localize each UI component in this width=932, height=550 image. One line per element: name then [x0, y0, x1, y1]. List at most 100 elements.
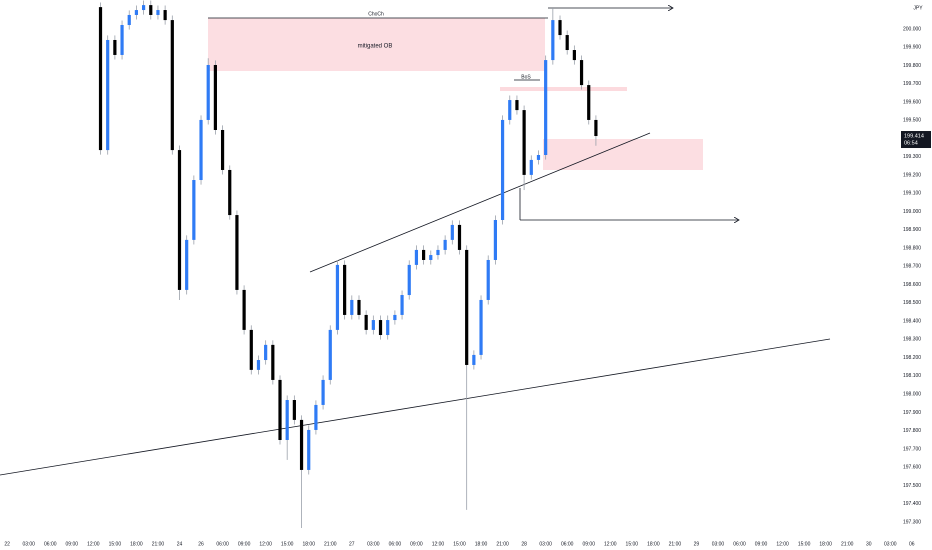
candle-body — [156, 10, 160, 15]
x-tick-label: 12:00 — [87, 541, 100, 547]
x-tick-label: 03:00 — [539, 541, 552, 547]
y-tick-label: 198.800 — [903, 245, 921, 251]
x-tick-label: 03:00 — [884, 541, 897, 547]
last-price-label: 199.414 — [904, 133, 924, 139]
y-tick-label: 199.700 — [903, 81, 921, 87]
candle-body — [192, 180, 196, 240]
candle-body — [371, 320, 375, 330]
last-price-box — [901, 131, 931, 149]
candle-body — [407, 264, 411, 296]
candle-body — [177, 150, 182, 290]
x-tick-label: 09:00 — [582, 541, 595, 547]
annotation: mitigated OB — [358, 44, 393, 50]
candle-body — [594, 119, 598, 137]
y-tick-label: 199.900 — [903, 45, 921, 51]
candle-body — [113, 39, 117, 55]
candle-body — [170, 20, 174, 151]
x-tick-label: 06 — [909, 541, 915, 547]
candle-body — [163, 10, 167, 21]
x-tick-label: 18:00 — [475, 541, 488, 547]
candle-body — [220, 129, 225, 170]
x-tick-label: 24 — [177, 541, 183, 547]
y-tick-label: 198.900 — [903, 227, 921, 233]
candle-body — [436, 249, 440, 256]
x-tick-label: 21:00 — [496, 541, 509, 547]
y-tick-label: 198.300 — [903, 337, 921, 343]
candle-body — [378, 320, 383, 336]
candle-body — [299, 419, 304, 470]
candle-body — [429, 255, 433, 260]
candle-body — [249, 329, 253, 370]
x-tick-label: 06:00 — [389, 541, 402, 547]
candle-body — [551, 20, 555, 61]
x-tick-label: 21:00 — [152, 541, 165, 547]
x-tick-label: 26 — [198, 541, 204, 547]
candle-body — [206, 64, 210, 120]
x-tick-label: 06:00 — [216, 541, 229, 547]
y-tick-label: 197.700 — [903, 446, 921, 452]
x-tick-label: 03:00 — [367, 541, 380, 547]
candle-body — [422, 249, 426, 260]
y-tick-label: 198.000 — [903, 391, 921, 397]
candle-body — [328, 329, 332, 380]
x-tick-label: 27 — [349, 541, 355, 547]
candle-body — [529, 159, 533, 175]
x-tick-label: 18:00 — [302, 541, 315, 547]
y-tick-label: 198.500 — [903, 300, 921, 306]
candle-body — [443, 239, 447, 250]
x-tick-label: 09:00 — [66, 541, 79, 547]
annotation: ChoCh — [368, 11, 384, 17]
candle-body — [199, 119, 203, 181]
y-tick-label: 199.500 — [903, 118, 921, 124]
y-tick-label: 198.700 — [903, 264, 921, 270]
y-tick-label: 197.900 — [903, 410, 921, 416]
candle-body — [120, 25, 124, 55]
x-tick-label: 09:00 — [755, 541, 768, 547]
candle-body — [307, 429, 311, 470]
trend-line — [0, 338, 831, 476]
x-tick-label: 15:00 — [626, 541, 639, 547]
y-tick-label: 197.800 — [903, 428, 921, 434]
x-tick-label: 21:00 — [841, 541, 854, 547]
y-tick-label: 198.100 — [903, 373, 921, 379]
x-tick-label: 15:00 — [281, 541, 294, 547]
x-tick-label: 03:00 — [712, 541, 725, 547]
x-tick-label: 22 — [4, 541, 10, 547]
candle-body — [579, 60, 584, 86]
candle-body — [393, 314, 397, 321]
candle-body — [414, 249, 419, 265]
candle-body — [350, 299, 354, 315]
y-tick-label: 199.300 — [903, 154, 921, 160]
x-tick-label: 06:00 — [733, 541, 746, 547]
candle-body — [536, 155, 541, 160]
candle-body — [264, 344, 268, 361]
x-tick-label: 06:00 — [561, 541, 574, 547]
order-block-zone — [208, 18, 545, 71]
y-tick-label: 199.200 — [903, 172, 921, 178]
y-tick-label: 197.600 — [903, 465, 921, 471]
candle-body — [343, 264, 347, 315]
candle-body — [141, 5, 146, 11]
y-tick-label: 197.400 — [903, 501, 921, 507]
candle-body — [242, 289, 246, 330]
candle-body — [364, 314, 368, 330]
candle-body — [213, 64, 217, 130]
candle-body — [357, 299, 361, 315]
x-tick-label: 12:00 — [259, 541, 272, 547]
x-tick-label: 21:00 — [669, 541, 682, 547]
candle-body — [185, 239, 189, 290]
candle-body — [278, 379, 282, 440]
x-tick-label: 28 — [521, 541, 527, 547]
y-tick-label: 199.000 — [903, 209, 921, 215]
candle-body — [256, 360, 261, 370]
trend-line — [309, 132, 651, 273]
x-tick-label: 12:00 — [604, 541, 617, 547]
candle-body — [335, 264, 340, 330]
candle-body — [314, 404, 318, 430]
candle-body — [400, 295, 404, 315]
candle-body — [515, 100, 519, 111]
y-tick-label: 197.500 — [903, 483, 921, 489]
candle-body — [450, 224, 454, 240]
candle-body — [558, 20, 562, 36]
candle-body — [486, 259, 490, 300]
